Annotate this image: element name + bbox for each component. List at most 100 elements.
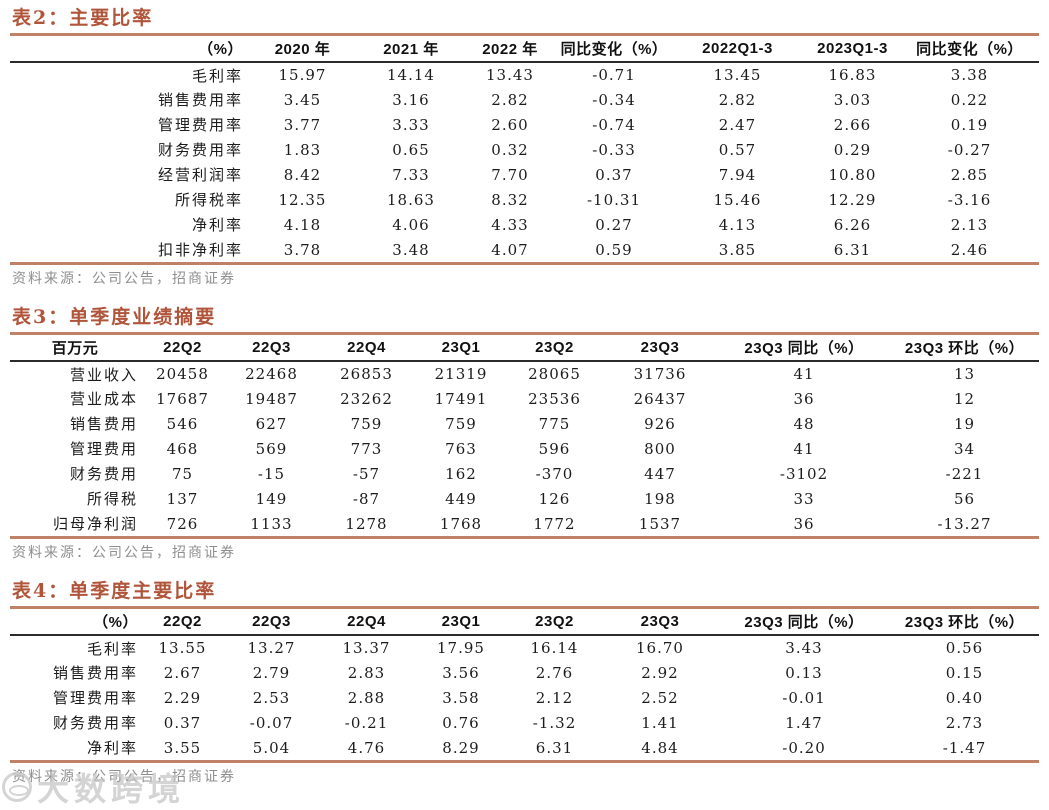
cell: 800 bbox=[644, 439, 676, 458]
main-ratios-table: （%） 2020 年 2021 年 2022 年同比变化（%） 2022Q1-3 2023… bbox=[10, 36, 1039, 262]
table-row: 扣非净利率 3.78 3.48 4.07 0.59 3.85 6.31 2.46 bbox=[10, 237, 1039, 262]
cell: 0.15 bbox=[945, 663, 984, 682]
table-body: 营业收入 20458 22468 26853 21319 28065 31736 41 13 营业… bbox=[10, 361, 1039, 536]
table-row: 经营利润率 8.42 7.33 7.70 0.37 7.94 10.80 2.85 bbox=[10, 162, 1039, 187]
cell: 149 bbox=[255, 489, 288, 508]
cell: 41 bbox=[793, 365, 815, 383]
cell: 4.13 bbox=[718, 215, 757, 234]
cell: 198 bbox=[644, 489, 676, 508]
cell: 19487 bbox=[245, 389, 298, 408]
column-header: 2023Q1-3 bbox=[805, 36, 900, 63]
cell: 1.47 bbox=[785, 713, 823, 732]
cell: 12.29 bbox=[828, 190, 877, 209]
cell: 2.12 bbox=[535, 688, 574, 707]
row-label: 营业收入 bbox=[69, 365, 138, 384]
column-header: 23Q3 环比（%） bbox=[890, 609, 1039, 636]
cell: 4.76 bbox=[347, 738, 386, 757]
cell: -1.47 bbox=[942, 738, 987, 757]
divider-top bbox=[10, 332, 1039, 335]
cell: -1.32 bbox=[532, 713, 577, 732]
source-note: 资料来源：公司公告，招商证券 bbox=[12, 545, 236, 561]
cell: 28065 bbox=[528, 365, 581, 383]
header-row: 百万元 22Q2 22Q3 22Q4 23Q1 23Q2 23Q3 23Q3 同比（%） 23Q… bbox=[10, 335, 1039, 362]
table-row: 销售费用 546 627 759 759 775 926 48 19 bbox=[10, 411, 1039, 436]
table-row: 财务费用 75 -15 -57 162 -370 447 -3102 -221 bbox=[10, 461, 1039, 486]
cell: -13.27 bbox=[937, 514, 992, 533]
row-label: 净利率 bbox=[86, 739, 138, 757]
table-row: 净利率 4.18 4.06 4.33 0.27 4.13 6.26 2.13 bbox=[10, 212, 1039, 237]
cell: 468 bbox=[166, 439, 199, 458]
quarterly-results-table: 百万元 22Q2 22Q3 22Q4 23Q1 23Q2 23Q3 23Q3 同比（%） 23Q… bbox=[10, 335, 1039, 536]
column-header: 同比变化（%） bbox=[900, 36, 1039, 63]
cell: 0.76 bbox=[442, 713, 480, 732]
table-row: 所得税率 12.35 18.63 8.32 -10.31 15.46 12.29 -3.16 bbox=[10, 187, 1039, 212]
cell: 2.79 bbox=[252, 663, 291, 682]
cell: 36 bbox=[793, 389, 815, 408]
cell: 26437 bbox=[633, 389, 687, 408]
cell: 56 bbox=[953, 489, 976, 508]
cell: 763 bbox=[445, 439, 477, 458]
cell: -3102 bbox=[779, 464, 829, 483]
column-header: （%） bbox=[10, 609, 140, 636]
cell: 1537 bbox=[638, 514, 682, 533]
table-body: 毛利率 15.97 14.14 13.43 -0.71 13.45 16.83 3.38 销售费… bbox=[10, 62, 1039, 262]
cell: -0.01 bbox=[782, 688, 826, 707]
cell: -3.16 bbox=[947, 190, 992, 209]
cell: 13.27 bbox=[247, 639, 296, 657]
cell: 0.32 bbox=[491, 140, 529, 159]
cell: 2.67 bbox=[163, 663, 202, 682]
cell: 1772 bbox=[533, 514, 576, 533]
cell: 4.84 bbox=[641, 738, 679, 757]
table-title: 表4：单季度主要比率 bbox=[12, 580, 217, 602]
column-header: 23Q3 同比（%） bbox=[718, 335, 890, 362]
cell: 0.37 bbox=[163, 713, 202, 732]
cell: 137 bbox=[166, 489, 199, 508]
cell: -0.74 bbox=[592, 115, 636, 134]
cell: 3.78 bbox=[283, 240, 322, 259]
header-row: （%） 22Q2 22Q3 22Q4 23Q1 23Q2 23Q3 23Q3 同比（%） 23Q… bbox=[10, 609, 1039, 636]
cell: 2.82 bbox=[718, 90, 757, 109]
column-header: 22Q2 bbox=[140, 609, 225, 636]
column-header: 23Q1 bbox=[415, 335, 507, 362]
cell: 36 bbox=[793, 514, 815, 533]
table-row: 净利率 3.55 5.04 4.76 8.29 6.31 4.84 -0.20 -1.47 bbox=[10, 735, 1039, 760]
cell: 126 bbox=[538, 489, 571, 508]
row-label: 财务费用率 bbox=[157, 141, 243, 159]
column-header: 22Q2 bbox=[140, 335, 225, 362]
column-header: 23Q3 bbox=[602, 609, 718, 636]
cell: 3.38 bbox=[950, 66, 989, 84]
cell: 759 bbox=[445, 414, 477, 433]
header-row: （%） 2020 年 2021 年 2022 年同比变化（%） 2022Q1-3 2023… bbox=[10, 36, 1039, 63]
cell: 6.31 bbox=[833, 240, 872, 259]
divider-bottom bbox=[10, 262, 1039, 265]
cell: 20458 bbox=[156, 365, 209, 383]
cell: 16.83 bbox=[828, 66, 877, 84]
cell: 1768 bbox=[439, 514, 483, 533]
cell: 3.56 bbox=[442, 663, 480, 682]
row-label: 管理费用 bbox=[69, 440, 138, 458]
cell: 16.14 bbox=[530, 639, 579, 657]
cell: 2.85 bbox=[950, 165, 989, 184]
column-header: 2020 年 bbox=[245, 36, 360, 63]
table-row: 销售费用率 3.45 3.16 2.82 -0.34 2.82 3.03 0.22 bbox=[10, 87, 1039, 112]
table-row: 归母净利润 726 1133 1278 1768 1772 1537 36 -13.27 bbox=[10, 511, 1039, 536]
cell: 2.73 bbox=[945, 713, 984, 732]
cell: 4.07 bbox=[491, 240, 529, 259]
cell: 13.37 bbox=[342, 639, 391, 657]
row-label: 净利率 bbox=[191, 216, 243, 234]
cell: 3.48 bbox=[392, 240, 430, 259]
source-note: 资料来源：公司公告，招商证券 bbox=[12, 769, 236, 785]
column-header: 2022 年 bbox=[462, 36, 558, 63]
table-row: 销售费用率 2.67 2.79 2.83 3.56 2.76 2.92 0.13 0.15 bbox=[10, 660, 1039, 685]
row-label: 销售费用率 bbox=[157, 91, 243, 109]
row-label: 所得税率 bbox=[174, 191, 243, 209]
cell: 6.31 bbox=[535, 738, 574, 757]
cell: 4.06 bbox=[392, 215, 430, 234]
row-label: 管理费用率 bbox=[52, 689, 138, 707]
cell: 2.83 bbox=[347, 663, 386, 682]
cell: 17687 bbox=[156, 389, 209, 408]
cell: 26853 bbox=[340, 365, 393, 383]
cell: 3.77 bbox=[283, 115, 322, 134]
cell: 12.35 bbox=[278, 190, 327, 209]
section-quarterly-results: 表3：单季度业绩摘要 百万元 22Q2 22Q3 22Q4 23Q1 23Q2 23Q3 23… bbox=[10, 306, 1039, 562]
